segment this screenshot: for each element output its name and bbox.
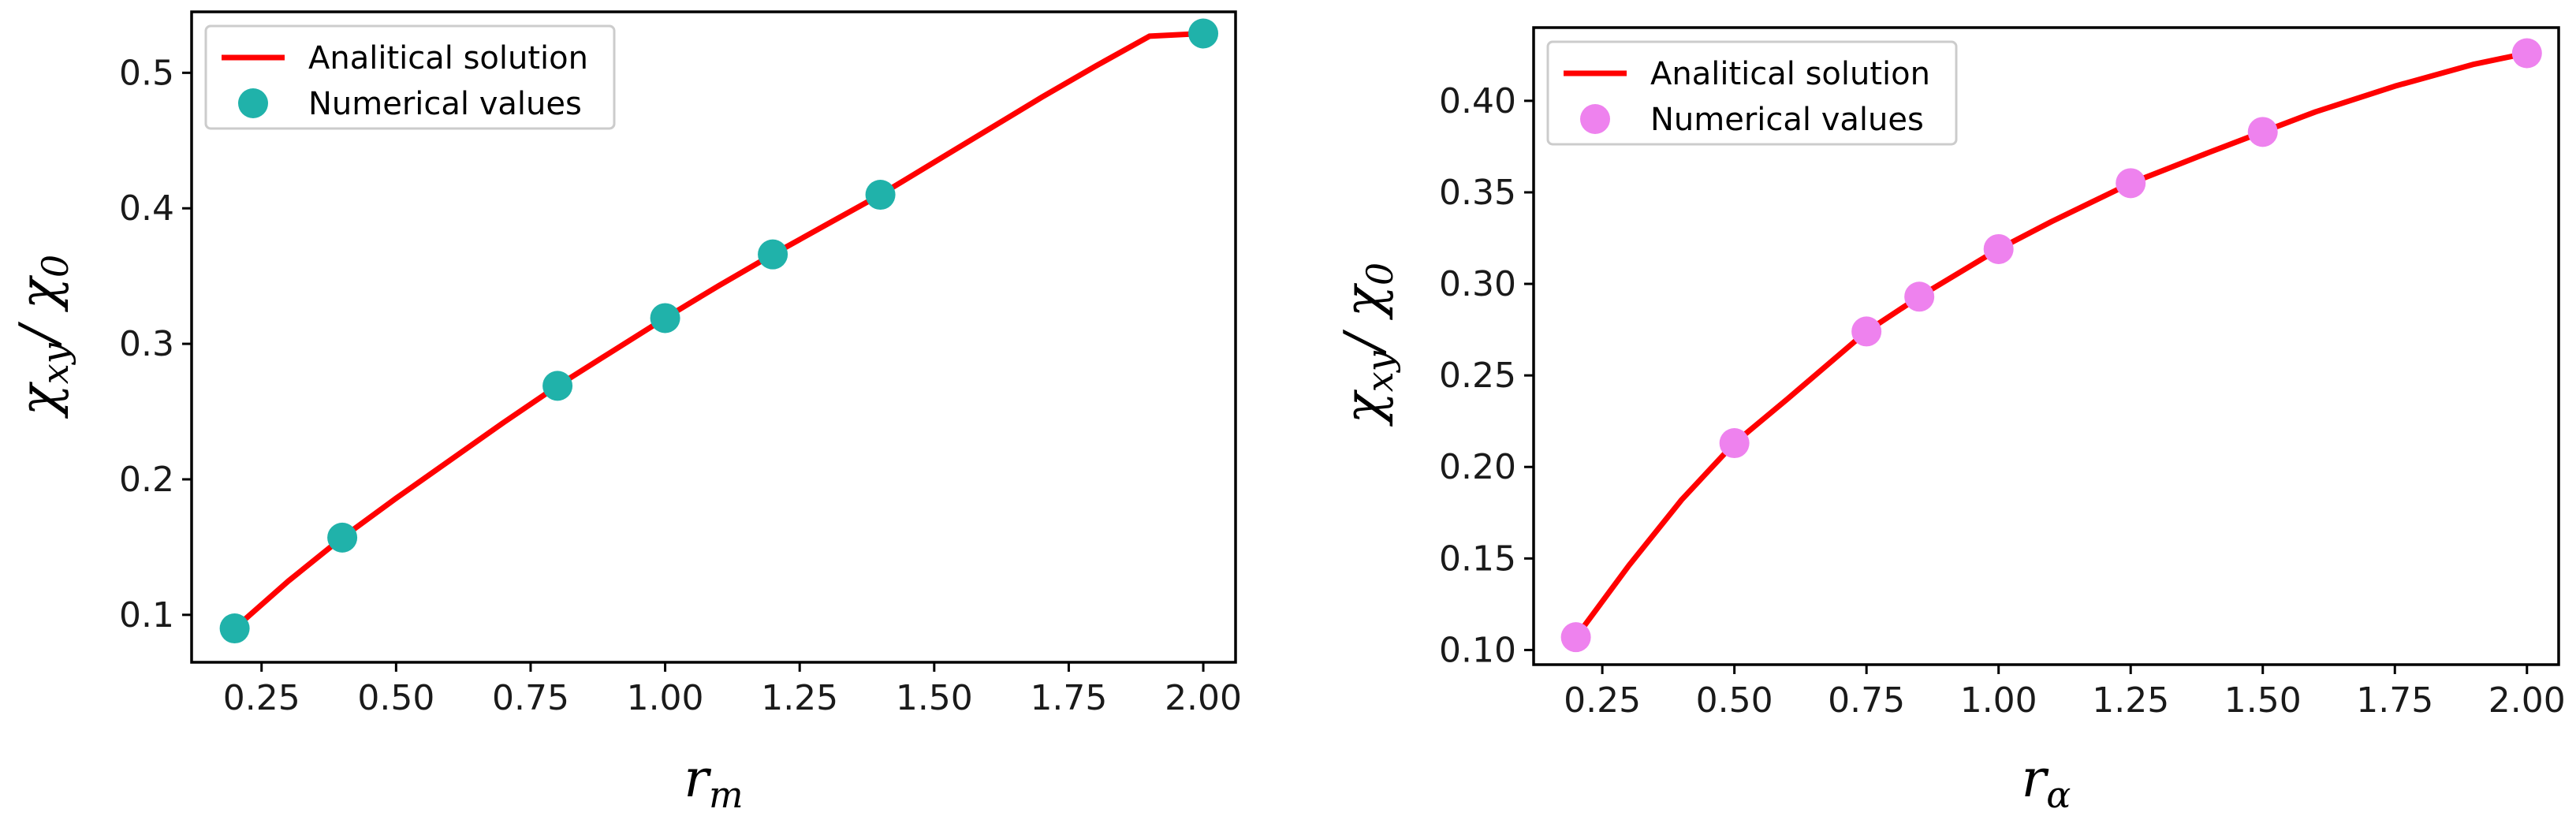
y-tick-label: 0.15 [1439, 538, 1516, 579]
data-point [865, 180, 896, 211]
y-tick-label: 0.40 [1439, 81, 1516, 121]
x-tick-label: 1.00 [627, 678, 704, 718]
legend-box [1546, 40, 1958, 146]
x-tick-label: 1.25 [2092, 680, 2169, 721]
data-point [542, 371, 573, 401]
data-point [2116, 168, 2146, 199]
legend: Analitical solution Numerical values [1546, 40, 1958, 146]
legend-label: Numerical values [308, 86, 582, 122]
x-tick-label: 2.00 [1165, 678, 1242, 718]
x-axis-label: rm [684, 748, 743, 816]
x-tick-label: 2.00 [2488, 680, 2566, 721]
data-point [327, 522, 358, 553]
x-axis-label: rα [2022, 748, 2071, 816]
data-point [1719, 428, 1750, 459]
y-axis-label: χxy/ χ0 [9, 255, 76, 419]
legend-label: Analitical solution [1650, 56, 1930, 92]
left-panel: 0.25 0.50 0.75 1.00 1.25 1.50 1.75 2.00 0.1 0.2 0.… [9, 10, 1242, 816]
legend-label: Analitical solution [308, 40, 588, 76]
y-tick-label: 0.25 [1439, 356, 1516, 396]
legend-marker-swatch [238, 88, 268, 118]
data-point [2247, 117, 2278, 147]
y-tick-label: 0.10 [1439, 630, 1516, 670]
x-tick-label: 0.75 [1828, 680, 1905, 721]
y-tick-label: 0.20 [1439, 447, 1516, 487]
legend-box [204, 24, 616, 130]
data-point [1188, 18, 1219, 49]
axes-frame [1532, 26, 2560, 666]
x-tick-label: 0.75 [492, 678, 569, 718]
data-point [1904, 281, 1935, 312]
x-tick-label: 0.25 [223, 678, 300, 718]
y-tick-label: 0.30 [1439, 264, 1516, 304]
axes-frame [190, 10, 1237, 664]
x-tick-label: 1.50 [896, 678, 973, 718]
x-tick-label: 0.50 [357, 678, 434, 718]
data-point [758, 239, 788, 270]
y-tick-label: 0.5 [119, 53, 174, 93]
y-axis-label: χxy/ χ0 [1333, 263, 1401, 427]
data-point [1851, 316, 1882, 347]
y-tick-label: 0.35 [1439, 173, 1516, 213]
x-tick-label: 1.50 [2224, 680, 2302, 721]
y-tick-label: 0.2 [119, 460, 174, 500]
analytical-line [1573, 50, 2530, 640]
data-point [1983, 233, 2014, 264]
x-tick-label: 1.00 [1960, 680, 2037, 721]
data-point [2511, 38, 2542, 69]
y-tick-label: 0.4 [119, 188, 174, 229]
right-panel: 0.25 0.50 0.75 1.00 1.25 1.50 1.75 2.00 0.10 0.15… [1333, 26, 2566, 816]
y-tick-label: 0.3 [119, 324, 174, 364]
data-point [650, 303, 680, 334]
y-tick-label: 0.1 [119, 595, 174, 635]
legend: Analitical solution Numerical values [204, 24, 616, 130]
legend-marker-swatch [1580, 104, 1610, 134]
analytical-line [232, 31, 1206, 632]
x-tick-label: 1.75 [2356, 680, 2433, 721]
legend-label: Numerical values [1650, 102, 1924, 138]
data-point [1560, 622, 1591, 653]
x-tick-label: 0.25 [1564, 680, 1641, 721]
x-tick-label: 0.50 [1696, 680, 1773, 721]
data-point [219, 613, 250, 644]
x-tick-label: 1.25 [761, 678, 838, 718]
x-tick-label: 1.75 [1030, 678, 1107, 718]
